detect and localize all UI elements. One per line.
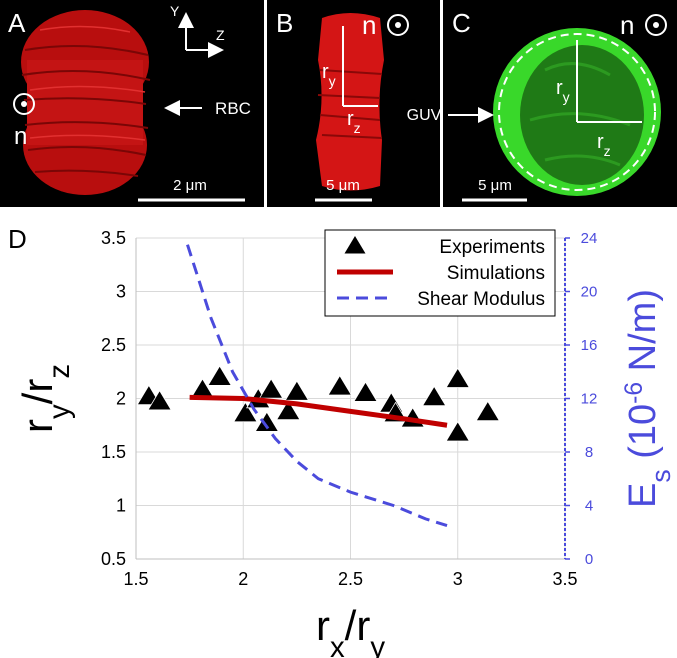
legend-label: Experiments xyxy=(439,237,545,258)
y2-tick-label: 20 xyxy=(581,284,598,301)
label-part: r xyxy=(316,602,330,649)
label-part: /r xyxy=(345,602,371,649)
data-point xyxy=(475,400,501,422)
fit-circle xyxy=(498,33,656,191)
y2-tick-label: 0 xyxy=(585,551,593,568)
x-tick-label: 3.5 xyxy=(552,569,577,589)
y-tick-label: 0.5 xyxy=(101,549,126,569)
data-point xyxy=(327,374,353,396)
label-part: x xyxy=(330,631,345,658)
y-tick-label: 2.5 xyxy=(101,335,126,355)
radius-label: ry xyxy=(556,77,570,105)
y-tick-label: 2 xyxy=(116,389,126,409)
panel-label: C xyxy=(452,8,471,38)
label-part: r xyxy=(597,131,604,153)
data-point xyxy=(276,399,301,420)
panel-c: C n ry rz GUV 5 μm xyxy=(407,0,677,207)
normal-label: n xyxy=(620,10,634,40)
data-point xyxy=(445,367,471,388)
label-part: s xyxy=(646,469,676,482)
data-point xyxy=(207,365,232,386)
x-tick-label: 3 xyxy=(453,569,463,589)
data-point xyxy=(421,385,447,407)
y2-tick-label: 12 xyxy=(581,391,598,408)
rbc-render xyxy=(21,10,151,195)
rbc-render xyxy=(316,13,384,191)
data-point xyxy=(284,380,310,401)
panel-a: A n Y Z RBC 2 μm xyxy=(0,0,304,207)
y-tick-label: 1.5 xyxy=(101,442,126,462)
y2-tick-label: 8 xyxy=(585,444,593,461)
label-part: y xyxy=(43,404,76,419)
rbc-texture xyxy=(317,69,383,139)
arrow-label: RBC xyxy=(215,99,251,118)
label-part: /r xyxy=(14,379,61,405)
normal-label: n xyxy=(14,123,27,150)
x-tick-label: 1.5 xyxy=(123,569,148,589)
data-point xyxy=(147,389,172,411)
data-point xyxy=(353,381,378,402)
normal-symbol-dot xyxy=(395,22,401,28)
label-part: r xyxy=(322,61,329,83)
arrow-label: GUV xyxy=(407,107,442,124)
y2-axis-label: Es (10-6 N/m) xyxy=(621,289,677,508)
x-tick-label: 2.5 xyxy=(338,569,363,589)
label-part: z xyxy=(354,120,361,136)
y2-tick-label: 24 xyxy=(581,230,598,247)
label-part: y xyxy=(370,631,385,658)
label-part: E xyxy=(622,483,664,508)
label-part: z xyxy=(43,364,76,379)
figure-label: D xyxy=(8,224,27,254)
x-tick-label: 2 xyxy=(238,569,248,589)
label-part: -6 xyxy=(621,382,648,404)
label-part: N/m) xyxy=(622,289,664,382)
label-part: z xyxy=(604,143,611,159)
legend-marker xyxy=(344,236,366,254)
y2-tick-label: 4 xyxy=(585,498,593,515)
normal-symbol xyxy=(645,14,667,36)
axis-label: Y xyxy=(170,3,180,19)
normal-label: n xyxy=(362,10,376,40)
panel-label: B xyxy=(276,8,293,38)
scale-label: 5 μm xyxy=(326,177,360,194)
data-point xyxy=(445,420,471,442)
label-part: y xyxy=(563,89,570,105)
scale-label: 2 μm xyxy=(173,177,207,194)
y-axis-label: ry/rz xyxy=(14,364,76,433)
panel-b: B n ry rz 5 μm xyxy=(267,0,440,207)
normal-symbol-dot xyxy=(21,101,27,107)
radius-label: ry xyxy=(322,61,336,89)
chart: D1.5 2 2.5 3 3.50.511.522.533.504812162024rx… xyxy=(8,224,676,658)
legend-label: Simulations xyxy=(447,263,545,284)
y2-tick-label: 16 xyxy=(581,337,598,354)
data-line xyxy=(186,244,448,527)
normal-symbol xyxy=(387,14,409,36)
x-axis-label: rx/ry xyxy=(316,602,385,658)
label-part: y xyxy=(329,73,336,89)
normal-symbol xyxy=(13,93,35,115)
label-part: (10 xyxy=(622,404,664,469)
radius-label: rz xyxy=(597,131,611,159)
radius-label: rz xyxy=(347,108,361,136)
panel-label: A xyxy=(8,8,26,38)
legend-label: Shear Modulus xyxy=(417,289,545,310)
data-point xyxy=(233,401,258,423)
data-point xyxy=(258,378,284,399)
axis-label: Z xyxy=(216,27,225,43)
scale-label: 5 μm xyxy=(478,177,512,194)
data-line xyxy=(189,394,448,428)
label-part: r xyxy=(556,77,563,99)
normal-symbol-dot xyxy=(653,22,659,28)
label-part: r xyxy=(347,108,354,130)
y-tick-label: 1 xyxy=(116,496,126,516)
y-tick-label: 3.5 xyxy=(101,228,126,248)
label-part: r xyxy=(14,419,61,433)
data-point xyxy=(254,411,280,432)
y-tick-label: 3 xyxy=(116,282,126,302)
